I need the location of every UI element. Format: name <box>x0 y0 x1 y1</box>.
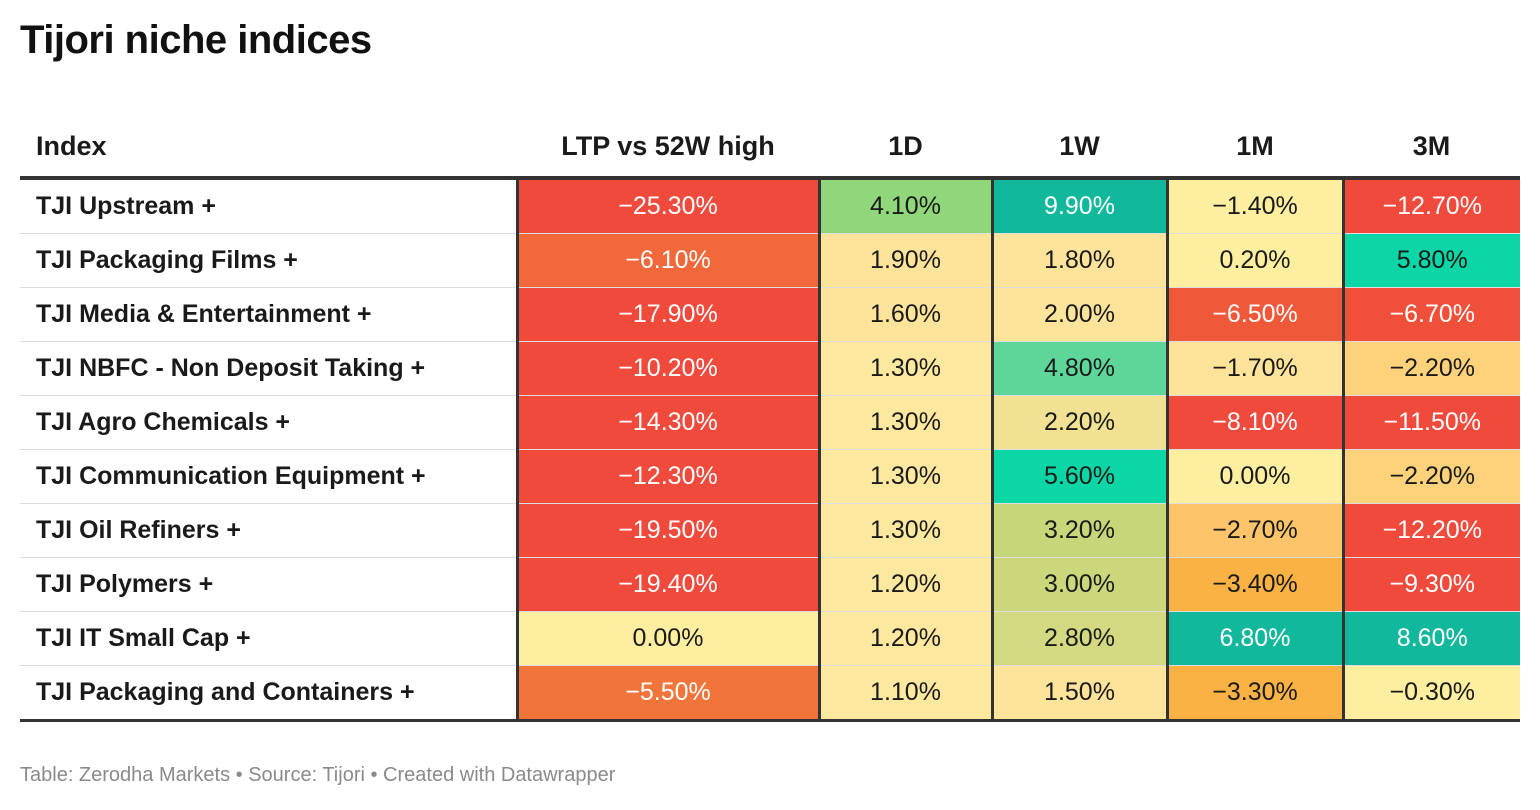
table-row: TJI Upstream + −25.30% 4.10% 9.90% −1.40% −12… <box>20 178 1520 234</box>
value-cell-1m: −1.40% <box>1165 178 1343 234</box>
column-header-index[interactable]: Index <box>20 116 517 180</box>
value-cell-1m: −3.40% <box>1165 557 1343 612</box>
table-header: Index LTP vs 52W high 1D 1W 1M 3M <box>20 116 1520 180</box>
value-cell-1d: 1.20% <box>817 557 992 612</box>
indices-table-container: Index LTP vs 52W high 1D 1W 1M 3M TJI Up… <box>20 116 1520 722</box>
value-cell-3m: −11.50% <box>1341 395 1520 450</box>
table-row: TJI Packaging Films + −6.10% 1.90% 1.80% 0.2… <box>20 233 1520 288</box>
value-cell-1d: 1.30% <box>817 449 992 504</box>
value-cell-1w: 9.90% <box>990 178 1167 234</box>
index-name-cell: TJI Communication Equipment + <box>20 449 517 504</box>
column-header-1d[interactable]: 1D <box>819 116 992 180</box>
value-cell-1w: 2.80% <box>990 611 1167 666</box>
value-cell-1m: −3.30% <box>1165 665 1343 722</box>
value-cell-1m: 0.20% <box>1165 233 1343 288</box>
value-cell-1d: 1.30% <box>817 341 992 396</box>
value-cell-1d: 1.10% <box>817 665 992 722</box>
index-name-cell: TJI Polymers + <box>20 557 517 612</box>
value-cell-ltp-vs-52w-high: −10.20% <box>515 341 819 396</box>
index-name-cell: TJI Packaging Films + <box>20 233 517 288</box>
table-row: TJI Oil Refiners + −19.50% 1.30% 3.20% −2.70… <box>20 503 1520 558</box>
index-name-cell: TJI NBFC - Non Deposit Taking + <box>20 341 517 396</box>
table-row: TJI Agro Chemicals + −14.30% 1.30% 2.20% −8.… <box>20 395 1520 450</box>
index-name-cell: TJI Upstream + <box>20 178 517 234</box>
value-cell-1m: −6.50% <box>1165 287 1343 342</box>
column-header-3m[interactable]: 3M <box>1343 116 1520 180</box>
value-cell-ltp-vs-52w-high: −5.50% <box>515 665 819 722</box>
page-title: Tijori niche indices <box>20 18 372 62</box>
table-body: TJI Upstream + −25.30% 4.10% 9.90% −1.40% −12… <box>20 178 1520 722</box>
value-cell-ltp-vs-52w-high: −6.10% <box>515 233 819 288</box>
value-cell-1m: −8.10% <box>1165 395 1343 450</box>
value-cell-1m: −1.70% <box>1165 341 1343 396</box>
table-row: TJI Polymers + −19.40% 1.20% 3.00% −3.40% −9.… <box>20 557 1520 612</box>
value-cell-1w: 1.50% <box>990 665 1167 722</box>
value-cell-ltp-vs-52w-high: −25.30% <box>515 178 819 234</box>
value-cell-1w: 5.60% <box>990 449 1167 504</box>
value-cell-ltp-vs-52w-high: 0.00% <box>515 611 819 666</box>
value-cell-3m: −2.20% <box>1341 341 1520 396</box>
value-cell-3m: −12.20% <box>1341 503 1520 558</box>
value-cell-1d: 1.60% <box>817 287 992 342</box>
value-cell-3m: −12.70% <box>1341 178 1520 234</box>
value-cell-3m: −0.30% <box>1341 665 1520 722</box>
value-cell-1w: 2.20% <box>990 395 1167 450</box>
value-cell-ltp-vs-52w-high: −12.30% <box>515 449 819 504</box>
index-name-cell: TJI IT Small Cap + <box>20 611 517 666</box>
value-cell-3m: 8.60% <box>1341 611 1520 666</box>
value-cell-1d: 1.30% <box>817 395 992 450</box>
column-header-ltp-vs-52w-high[interactable]: LTP vs 52W high <box>517 116 819 180</box>
value-cell-ltp-vs-52w-high: −19.40% <box>515 557 819 612</box>
value-cell-3m: −9.30% <box>1341 557 1520 612</box>
value-cell-1w: 4.80% <box>990 341 1167 396</box>
value-cell-1m: −2.70% <box>1165 503 1343 558</box>
indices-table: Index LTP vs 52W high 1D 1W 1M 3M TJI Up… <box>20 116 1520 722</box>
value-cell-1d: 1.20% <box>817 611 992 666</box>
value-cell-ltp-vs-52w-high: −19.50% <box>515 503 819 558</box>
value-cell-3m: 5.80% <box>1341 233 1520 288</box>
value-cell-1w: 3.00% <box>990 557 1167 612</box>
index-name-cell: TJI Oil Refiners + <box>20 503 517 558</box>
value-cell-1w: 2.00% <box>990 287 1167 342</box>
value-cell-1m: 6.80% <box>1165 611 1343 666</box>
value-cell-1d: 1.30% <box>817 503 992 558</box>
table-row: TJI Packaging and Containers + −5.50% 1.10… <box>20 665 1520 722</box>
value-cell-ltp-vs-52w-high: −14.30% <box>515 395 819 450</box>
index-name-cell: TJI Agro Chemicals + <box>20 395 517 450</box>
value-cell-3m: −2.20% <box>1341 449 1520 504</box>
value-cell-1d: 1.90% <box>817 233 992 288</box>
value-cell-1w: 1.80% <box>990 233 1167 288</box>
value-cell-3m: −6.70% <box>1341 287 1520 342</box>
value-cell-1w: 3.20% <box>990 503 1167 558</box>
table-row: TJI Communication Equipment + −12.30% 1.30… <box>20 449 1520 504</box>
index-name-cell: TJI Packaging and Containers + <box>20 665 517 722</box>
value-cell-1m: 0.00% <box>1165 449 1343 504</box>
value-cell-1d: 4.10% <box>817 178 992 234</box>
table-row: TJI Media & Entertainment + −17.90% 1.60% 2… <box>20 287 1520 342</box>
footer-credits: Table: Zerodha Markets • Source: Tijori … <box>20 764 616 786</box>
header-row: Index LTP vs 52W high 1D 1W 1M 3M <box>20 116 1520 180</box>
value-cell-ltp-vs-52w-high: −17.90% <box>515 287 819 342</box>
column-header-1w[interactable]: 1W <box>992 116 1167 180</box>
table-row: TJI NBFC - Non Deposit Taking + −10.20% 1.… <box>20 341 1520 396</box>
index-name-cell: TJI Media & Entertainment + <box>20 287 517 342</box>
table-row: TJI IT Small Cap +0.00% 1.20% 2.80% 6.80% 8.… <box>20 611 1520 666</box>
column-header-1m[interactable]: 1M <box>1167 116 1343 180</box>
